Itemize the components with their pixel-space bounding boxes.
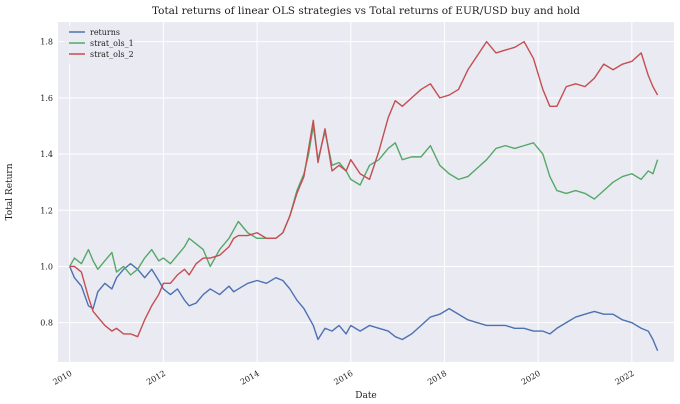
x-tick-label: 2016 [332, 369, 354, 387]
x-tick-label: 2012 [145, 369, 167, 387]
legend: returns strat_ols_1 strat_ols_2 [64, 26, 134, 64]
series-layer [69, 40, 659, 352]
x-axis-ticks: 2010 2012 2014 2016 2018 2020 2022 [51, 369, 635, 387]
x-tick-label: 2014 [239, 369, 261, 387]
series-line-returns [69, 262, 659, 352]
y-tick-label: 0.8 [40, 319, 53, 328]
x-tick-label: 2010 [51, 369, 73, 387]
x-tick-label: 2022 [614, 369, 636, 387]
series-line-strat-ols-2 [69, 40, 659, 338]
legend-label: returns [90, 28, 120, 37]
y-tick-label: 1.0 [40, 262, 53, 271]
y-tick-label: 1.4 [40, 150, 53, 159]
y-tick-label: 1.2 [40, 206, 53, 215]
y-axis-ticks: 0.8 1.0 1.2 1.4 1.6 1.8 [40, 38, 53, 328]
y-tick-label: 1.6 [40, 94, 53, 103]
y-tick-label: 1.8 [40, 38, 53, 47]
x-axis-label: Date [355, 391, 377, 401]
chart-title: Total returns of linear OLS strategies v… [152, 5, 580, 17]
x-tick-label: 2018 [426, 369, 448, 387]
legend-label: strat_ols_2 [90, 50, 134, 59]
y-axis-label: Total Return [5, 163, 15, 220]
legend-label: strat_ols_1 [90, 39, 134, 48]
x-tick-label: 2020 [520, 369, 542, 387]
grid [58, 22, 674, 362]
